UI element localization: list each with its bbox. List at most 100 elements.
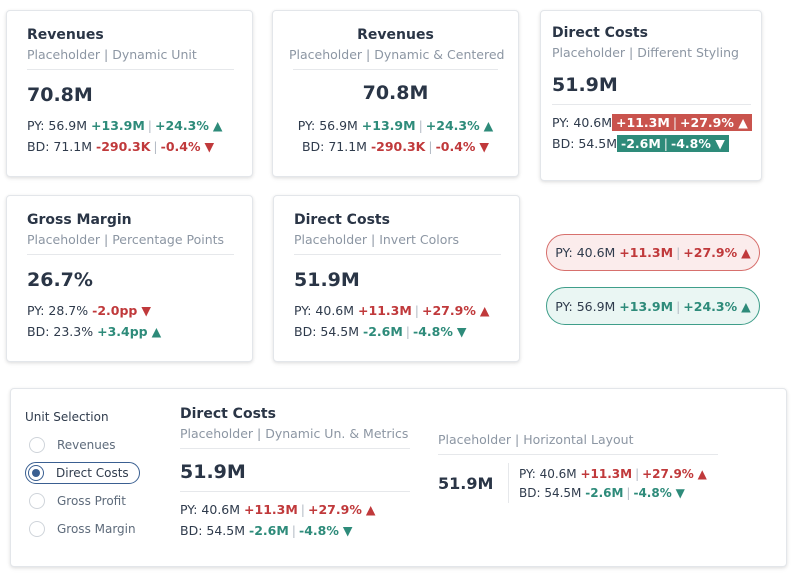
arrow-up-icon: ▲: [212, 118, 223, 133]
bd-label: BD: 54.5M: [294, 324, 360, 339]
separator: |: [626, 485, 631, 500]
unit-selection: Unit Selection Revenues Direct Costs Gro…: [25, 410, 175, 546]
divider: [27, 254, 234, 255]
card-subtitle: Placeholder | Dynamic Unit: [27, 47, 197, 62]
pill-label: PY: 40.6M: [555, 245, 616, 260]
radio-label: Revenues: [57, 438, 116, 452]
bd-abs-delta: -2.6M: [585, 485, 624, 500]
card-subtitle: Placeholder | Dynamic Un. & Metrics: [180, 426, 409, 441]
card-subtitle: Placeholder | Dynamic & Centered: [289, 47, 505, 62]
card-title: Direct Costs: [552, 25, 648, 41]
bd-label: BD: 71.1M: [27, 139, 93, 154]
bd-delta-badge: -2.6M | -4.8% ▼: [617, 135, 729, 152]
pill-pct-delta: +27.9%: [683, 245, 738, 260]
kpi-pill-positive: PY: 56.9M +13.9M | +24.3% ▲: [546, 287, 760, 325]
pill-abs-delta: +11.3M: [619, 245, 674, 260]
divider: [27, 69, 234, 70]
divider: [180, 448, 410, 449]
arrow-up-icon: ▲: [741, 245, 751, 260]
pill-label: PY: 56.9M: [555, 298, 616, 314]
arrow-up-icon: ▲: [738, 115, 748, 130]
py-abs-delta: +11.3M: [616, 115, 670, 130]
radio-icon[interactable]: [29, 493, 45, 509]
radio-option-gross-margin[interactable]: Gross Margin: [25, 518, 175, 540]
divider: [552, 104, 751, 105]
radio-option-revenues[interactable]: Revenues: [25, 434, 175, 456]
py-pct-delta: +24.3%: [425, 118, 480, 133]
bd-pct-delta: -4.8%: [633, 485, 672, 500]
bd-label: BD: 71.1M: [301, 139, 367, 154]
arrow-up-icon: ▲: [479, 303, 490, 318]
divider: [438, 454, 718, 455]
bd-line: BD: 71.1M -290.3K | -0.4% ▼: [27, 139, 234, 154]
separator: |: [676, 298, 681, 314]
kpi-card-horizontal: Placeholder | Horizontal Layout 51.9M PY…: [438, 428, 718, 503]
kpi-value: 70.8M: [27, 84, 93, 106]
py-pct-delta: +27.9%: [680, 115, 734, 130]
horizontal-body: 51.9M PY: 40.6M +11.3M | +27.9% ▲ BD: 54.5…: [438, 463, 718, 503]
kpi-value: 26.7%: [27, 269, 93, 291]
bd-label: BD: 23.3%: [27, 324, 94, 339]
pill-abs-delta: +13.9M: [619, 298, 674, 314]
bd-line: BD: 54.5M -2.6M | -4.8% ▼: [294, 324, 501, 339]
bd-abs-delta: -2.6M: [621, 136, 661, 151]
bd-abs-delta: +3.4pp: [97, 324, 148, 339]
divider: [294, 254, 501, 255]
separator: |: [428, 139, 433, 154]
kpi-value: 51.9M: [438, 473, 494, 493]
card-title: Direct Costs: [180, 406, 276, 422]
arrow-up-icon: ▲: [151, 324, 162, 339]
py-abs-delta: +11.3M: [358, 303, 412, 318]
py-pct-delta: +27.9%: [308, 502, 362, 517]
separator: |: [414, 303, 420, 318]
bd-label: BD: 54.5M: [180, 523, 246, 538]
card-title: Gross Margin: [27, 212, 132, 228]
py-line: PY: 40.6M +11.3M | +27.9% ▲: [294, 303, 501, 318]
py-line: PY: 40.6M +11.3M | +27.9% ▲: [519, 467, 707, 481]
separator: |: [663, 136, 669, 151]
py-abs-delta: +13.9M: [361, 118, 416, 133]
bd-pct-delta: -4.8%: [671, 136, 711, 151]
bd-label: BD: 54.5M: [552, 136, 618, 151]
radio-icon[interactable]: [29, 437, 45, 453]
arrow-up-icon: ▲: [365, 502, 376, 517]
separator: |: [153, 139, 158, 154]
card-subtitle: Placeholder | Percentage Points: [27, 232, 225, 247]
bd-pct-delta: -0.4%: [160, 139, 201, 154]
radio-selected-icon[interactable]: [28, 465, 44, 481]
radio-option-gross-profit[interactable]: Gross Profit: [25, 490, 175, 512]
arrow-down-icon: ▼: [715, 136, 725, 151]
horizontal-deltas: PY: 40.6M +11.3M | +27.9% ▲ BD: 54.5M -2.6…: [519, 467, 707, 500]
py-line: PY: 56.9M +13.9M | +24.3% ▲: [27, 118, 234, 133]
separator: |: [300, 502, 306, 517]
card-title: Revenues: [357, 27, 434, 43]
py-pct-delta: +24.3%: [155, 118, 209, 133]
arrow-up-icon: ▲: [483, 118, 494, 133]
py-label: PY: 40.6M: [294, 303, 355, 318]
arrow-down-icon: ▼: [675, 485, 685, 500]
radio-label: Gross Profit: [57, 494, 126, 508]
py-line: PY: 56.9M +13.9M | +24.3% ▲: [289, 118, 502, 133]
arrow-up-icon: ▲: [741, 298, 751, 314]
kpi-value: 51.9M: [552, 74, 618, 96]
radio-dot: [32, 469, 40, 477]
card-title: Revenues: [27, 27, 104, 43]
py-delta-badge: +11.3M | +27.9% ▲: [612, 114, 752, 131]
arrow-down-icon: ▼: [479, 139, 490, 154]
kpi-value: 51.9M: [294, 269, 360, 291]
bd-abs-delta: -2.6M: [249, 523, 289, 538]
radio-option-direct-costs[interactable]: Direct Costs: [25, 462, 175, 484]
radio-selected-outline[interactable]: Direct Costs: [25, 462, 140, 484]
radio-icon[interactable]: [29, 521, 45, 537]
bd-line: BD: 54.5M -2.6M | -4.8% ▼: [519, 486, 707, 500]
py-line: PY: 40.6M +11.3M | +27.9% ▲: [552, 114, 752, 131]
py-abs-delta: +13.9M: [91, 118, 145, 133]
bd-pct-delta: -4.8%: [413, 324, 453, 339]
separator: |: [405, 324, 410, 339]
kpi-value: 51.9M: [180, 461, 246, 483]
separator: |: [418, 118, 423, 133]
kpi-value: 70.8M: [362, 82, 429, 104]
bd-label: BD: 54.5M: [519, 485, 582, 500]
radio-label: Direct Costs: [56, 466, 129, 480]
bd-line: BD: 23.3% +3.4pp ▲: [27, 324, 234, 339]
